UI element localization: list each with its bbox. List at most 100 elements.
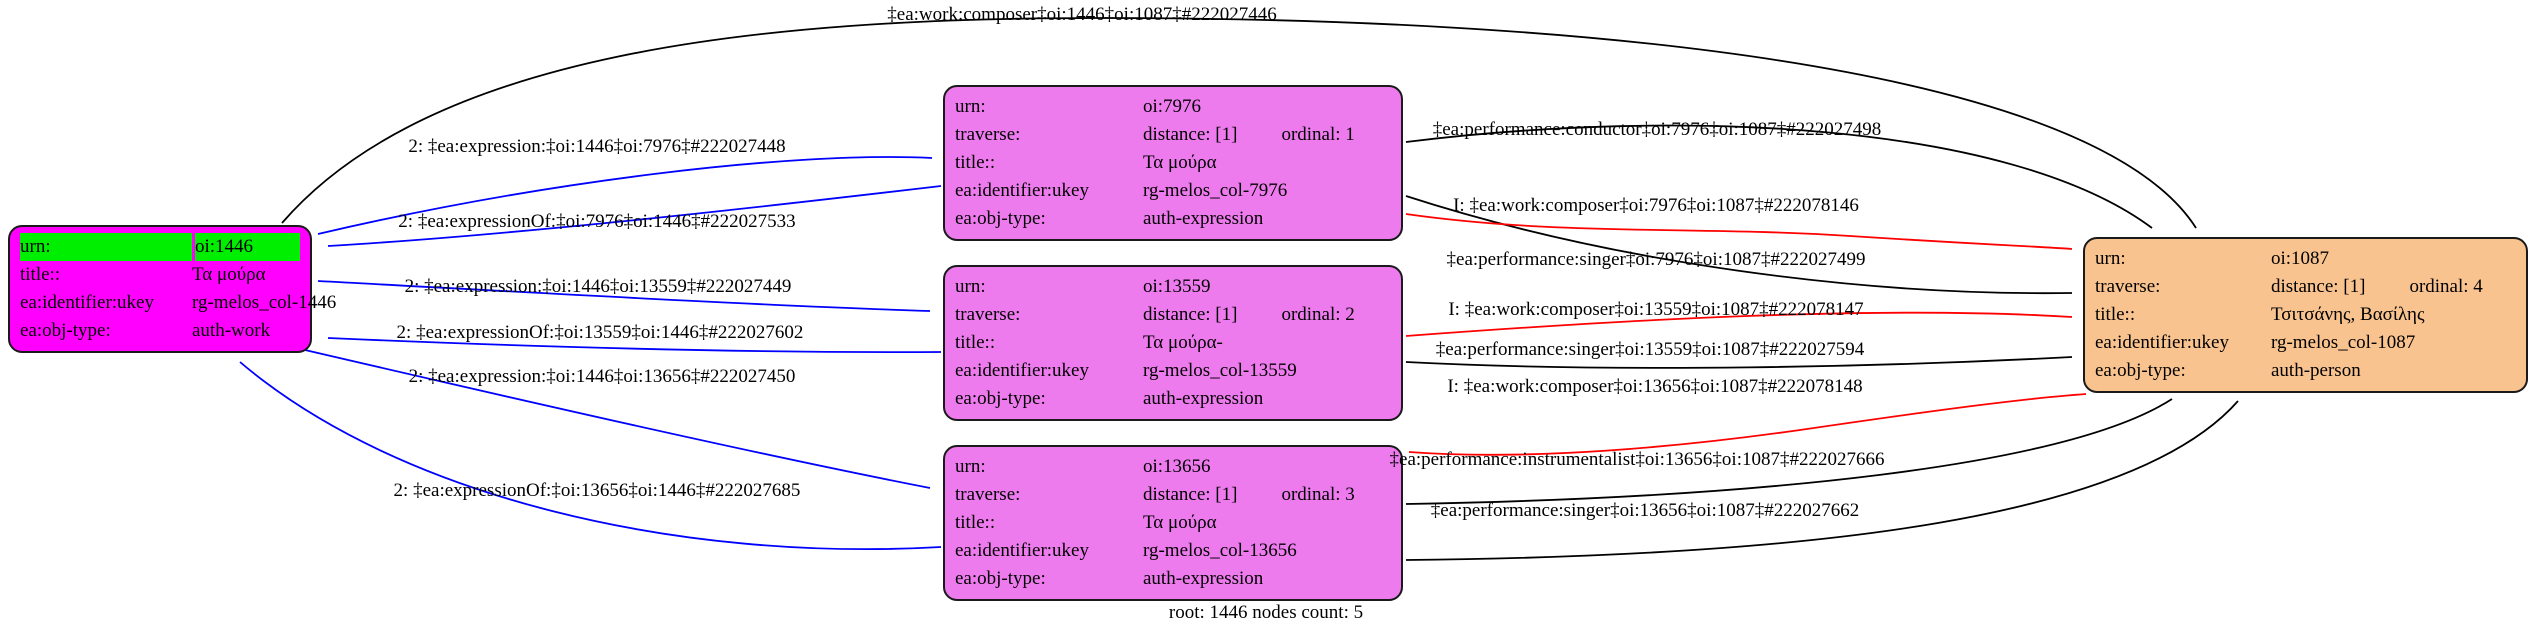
field-label: traverse: [955, 124, 1021, 145]
node-row-objtype: ea:obj-type: auth-person [2095, 357, 2516, 385]
edge-expression-449 [317, 280, 931, 312]
edge-expression-448 [317, 156, 933, 235]
field-label: urn: [2095, 248, 2126, 269]
edge-expressionOf-533 [327, 185, 942, 247]
node-oi-1087: urn: oi:1087 traverse: distance: [1] ord… [2083, 237, 2528, 393]
edge-work-composer-147 [1405, 311, 2073, 337]
field-value: auth-person [2271, 360, 2361, 381]
field-label: title:: [955, 512, 996, 533]
field-label: ea:identifier:ukey [955, 360, 1089, 381]
edge-expressionOf-602 [327, 337, 942, 353]
edge-label-expressionOf-533: 2: ‡ea:expressionOf:‡oi:7976‡oi:1446‡#22… [398, 211, 796, 232]
edge-label-performance-conductor-498: ‡ea:performance:conductor‡oi:7976‡oi:108… [1432, 119, 1882, 140]
edge-label-expression-448: 2: ‡ea:expression:‡oi:1446‡oi:7976‡#2220… [408, 136, 786, 157]
field-value: rg-melos_col-1446 [192, 292, 337, 313]
field-label: urn: [955, 456, 986, 477]
field-label: urn: [955, 96, 986, 117]
node-row-urn: urn: oi:13656 [955, 453, 1391, 481]
edge-label-expression-450: 2: ‡ea:expression:‡oi:1446‡oi:13656‡#222… [408, 366, 796, 387]
traverse-distance: distance: [1] [1143, 124, 1238, 145]
field-value: rg-melos_col-7976 [1143, 180, 1288, 201]
field-label: ea:identifier:ukey [20, 292, 154, 313]
field-label: title:: [955, 152, 996, 173]
field-value: oi:1446 [195, 233, 300, 261]
edge-performance-singer-594 [1405, 356, 2073, 369]
field-value: oi:1087 [2271, 248, 2330, 269]
node-row-objtype: ea:obj-type: auth-expression [955, 385, 1391, 413]
node-oi-13559: urn: oi:13559 traverse: distance: [1] or… [943, 265, 1403, 421]
node-row-title: title:: Τα μούρα [20, 261, 300, 289]
node-oi-1446: urn: oi:1446 title:: Τα μούρα ea:identif… [8, 225, 336, 353]
traverse-ordinal: ordinal: 3 [1281, 484, 1355, 505]
traverse-ordinal: ordinal: 1 [1281, 124, 1355, 145]
edge-performance-singer-499 [1405, 195, 2073, 295]
node-row-ukey: ea:identifier:ukey rg-melos_col-1446 [20, 289, 336, 317]
graph-caption: root: 1446 nodes count: 5 [1168, 602, 1364, 623]
field-value: rg-melos_col-13656 [1143, 540, 1297, 561]
field-value: auth-expression [1143, 208, 1264, 229]
node-row-traverse: traverse: distance: [1] ordinal: 3 [955, 481, 1391, 509]
node-row-title: title:: Τα μούρα [955, 149, 1391, 177]
field-value: oi:13656 [1143, 456, 1211, 477]
node-row-title: title:: Τα μούρα- [955, 329, 1391, 357]
node-row-ukey: ea:identifier:ukey rg-melos_col-1087 [2095, 329, 2516, 357]
edge-label-performance-instrumentalist-666: ‡ea:performance:instrumentalist‡oi:13656… [1389, 449, 1885, 470]
node-row-objtype: ea:obj-type: auth-expression [955, 565, 1391, 593]
edge-label-expressionOf-602: 2: ‡ea:expressionOf:‡oi:13559‡oi:1446‡#2… [396, 322, 804, 343]
node-row-traverse: traverse: distance: [1] ordinal: 1 [955, 121, 1391, 149]
field-label: ea:obj-type: [20, 320, 111, 341]
traverse-ordinal: ordinal: 4 [2409, 276, 2483, 297]
field-value: auth-expression [1143, 568, 1264, 589]
field-label: urn: [955, 276, 986, 297]
field-label: urn: [20, 233, 192, 261]
edge-work-composer-146 [1405, 213, 2073, 250]
field-label: ea:obj-type: [955, 208, 1046, 229]
traverse-distance: distance: [1] [2271, 276, 2366, 297]
node-oi-7976: urn: oi:7976 traverse: distance: [1] ord… [943, 85, 1403, 241]
edge-performance-singer-662 [1405, 400, 2239, 561]
node-oi-13656: urn: oi:13656 traverse: distance: [1] or… [943, 445, 1403, 601]
field-label: title:: [20, 264, 61, 285]
traverse-ordinal: ordinal: 2 [1281, 304, 1355, 325]
edge-label-work-composer-146: I: ‡ea:work:composer‡oi:7976‡oi:1087‡#22… [1453, 195, 1859, 216]
field-value: rg-melos_col-13559 [1143, 360, 1297, 381]
edge-label-work-composer-147: I: ‡ea:work:composer‡oi:13559‡oi:1087‡#2… [1448, 299, 1864, 320]
node-row-objtype: ea:obj-type: auth-work [20, 317, 300, 345]
node-row-urn: urn: oi:1087 [2095, 245, 2516, 273]
field-label: ea:identifier:ukey [955, 540, 1089, 561]
field-label: traverse: [2095, 276, 2161, 297]
field-value: auth-work [192, 320, 271, 341]
edge-performance-instrumentalist-666 [1405, 398, 2173, 505]
node-row-ukey: ea:identifier:ukey rg-melos_col-13559 [955, 357, 1391, 385]
node-row-ukey: ea:identifier:ukey rg-melos_col-7976 [955, 177, 1391, 205]
field-value: Τα μούρα [1143, 512, 1217, 533]
field-label: traverse: [955, 304, 1021, 325]
field-value: auth-expression [1143, 388, 1264, 409]
field-label: traverse: [955, 484, 1021, 505]
traverse-distance: distance: [1] [1143, 304, 1238, 325]
traverse-distance: distance: [1] [1143, 484, 1238, 505]
edge-expressionOf-685 [239, 361, 942, 551]
field-label: title:: [955, 332, 996, 353]
field-value: Τα μούρα- [1143, 332, 1223, 353]
field-value: Τα μούρα [1143, 152, 1217, 173]
node-row-urn: urn: oi:13559 [955, 273, 1391, 301]
field-label: ea:identifier:ukey [2095, 332, 2229, 353]
edge-work-composer-148 [1408, 393, 2087, 456]
edge-label-expression-449: 2: ‡ea:expression:‡oi:1446‡oi:13559‡#222… [404, 276, 792, 297]
field-label: ea:obj-type: [955, 388, 1046, 409]
edge-performance-conductor-498 [1405, 124, 2153, 229]
edge-label-performance-singer-594: ‡ea:performance:singer‡oi:13559‡oi:1087‡… [1435, 339, 1865, 360]
edge-expression-450 [304, 349, 931, 489]
field-label: ea:obj-type: [955, 568, 1046, 589]
node-row-traverse: traverse: distance: [1] ordinal: 2 [955, 301, 1391, 329]
node-row-traverse: traverse: distance: [1] ordinal: 4 [2095, 273, 2516, 301]
field-value: oi:7976 [1143, 96, 1202, 117]
node-row-urn: urn: oi:1446 [20, 233, 300, 261]
edge-label-expressionOf-685: 2: ‡ea:expressionOf:‡oi:13656‡oi:1446‡#2… [393, 480, 801, 501]
field-value: rg-melos_col-1087 [2271, 332, 2416, 353]
edge-work-composer-446 [281, 17, 2197, 229]
node-row-objtype: ea:obj-type: auth-expression [955, 205, 1391, 233]
field-value: Τσιτσάνης, Βασίλης [2271, 304, 2425, 325]
